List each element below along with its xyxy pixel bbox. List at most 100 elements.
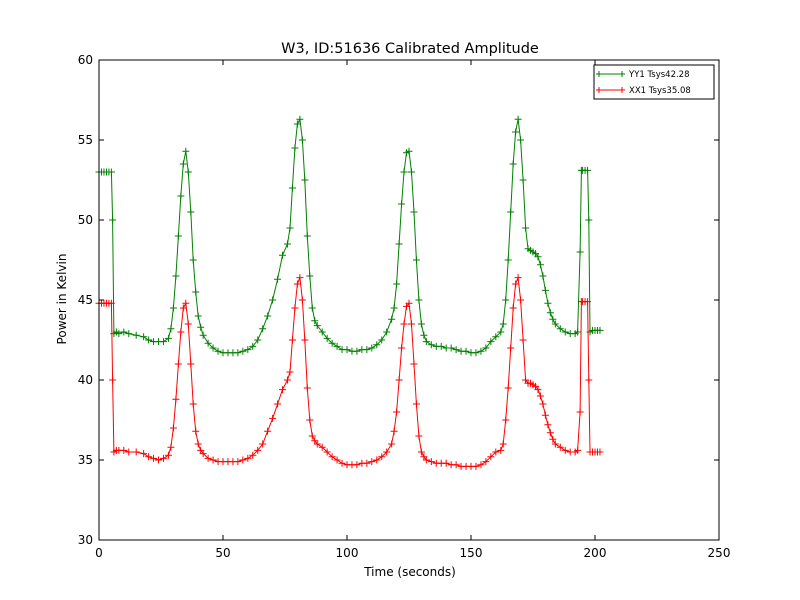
data-point-marker	[541, 411, 549, 419]
data-point-marker	[214, 347, 222, 355]
data-point-marker	[254, 446, 262, 454]
data-point-marker	[150, 454, 158, 462]
data-point-marker	[318, 443, 326, 451]
data-point-marker	[383, 328, 391, 336]
data-point-marker	[378, 336, 386, 344]
data-point-marker	[398, 200, 406, 208]
data-point-marker	[298, 136, 306, 144]
data-point-marker	[184, 168, 192, 176]
data-point-marker	[442, 459, 450, 467]
data-point-marker	[189, 256, 197, 264]
data-point-marker	[264, 427, 272, 435]
data-point-marker	[477, 347, 485, 355]
data-point-marker	[169, 424, 177, 432]
series-line	[99, 277, 600, 467]
data-point-marker	[388, 440, 396, 448]
data-point-marker	[283, 240, 291, 248]
data-point-marker	[179, 304, 187, 312]
data-point-marker	[145, 336, 153, 344]
data-point-marker	[487, 338, 495, 346]
data-point-marker	[393, 280, 401, 288]
data-point-marker	[172, 395, 180, 403]
data-point-marker	[145, 453, 153, 461]
data-point-marker	[172, 272, 180, 280]
data-point-marker	[296, 115, 304, 123]
data-point-marker	[182, 147, 190, 155]
data-point-marker	[596, 326, 604, 334]
data-point-marker	[407, 168, 415, 176]
data-point-marker	[415, 432, 423, 440]
data-point-marker	[192, 288, 200, 296]
data-point-marker	[125, 448, 133, 456]
data-point-marker	[417, 320, 425, 328]
data-point-marker	[447, 344, 455, 352]
data-point-marker	[107, 299, 115, 307]
x-tick-label: 100	[336, 546, 359, 560]
data-point-marker	[308, 304, 316, 312]
data-point-marker	[390, 304, 398, 312]
data-point-marker	[551, 320, 559, 328]
data-point-marker	[427, 341, 435, 349]
data-point-marker	[274, 275, 282, 283]
data-point-marker	[507, 208, 515, 216]
data-point-marker	[585, 376, 593, 384]
data-point-marker	[427, 458, 435, 466]
data-point-marker	[174, 232, 182, 240]
data-point-marker	[323, 448, 331, 456]
legend-label: XX1 Tsys35.08	[629, 86, 691, 96]
data-point-marker	[395, 376, 403, 384]
data-point-marker	[368, 458, 376, 466]
data-point-marker	[576, 248, 584, 256]
data-point-marker	[407, 320, 415, 328]
data-point-marker	[249, 451, 257, 459]
data-point-marker	[584, 298, 592, 306]
data-point-marker	[363, 346, 371, 354]
data-point-marker	[197, 323, 205, 331]
data-point-marker	[522, 224, 530, 232]
data-point-marker	[556, 325, 564, 333]
data-point-marker	[298, 296, 306, 304]
data-point-marker	[311, 317, 319, 325]
x-tick-label: 250	[708, 546, 731, 560]
data-point-marker	[306, 416, 314, 424]
data-point-marker	[398, 344, 406, 352]
data-point-marker	[194, 312, 202, 320]
data-point-marker	[264, 312, 272, 320]
data-point-marker	[574, 446, 582, 454]
data-point-marker	[576, 408, 584, 416]
data-point-marker	[308, 432, 316, 440]
x-tick-label: 0	[95, 546, 103, 560]
legend-box	[593, 64, 715, 100]
data-point-marker	[234, 458, 242, 466]
data-point-marker	[328, 339, 336, 347]
data-point-marker	[107, 168, 115, 176]
data-point-marker	[187, 208, 195, 216]
data-point-marker	[313, 440, 321, 448]
data-point-marker	[544, 299, 552, 307]
data-point-marker	[182, 299, 190, 307]
data-point-marker	[177, 192, 185, 200]
data-point-marker	[313, 322, 321, 330]
data-point-marker	[204, 339, 212, 347]
data-point-marker	[301, 336, 309, 344]
data-point-marker	[395, 240, 403, 248]
x-tick-label: 200	[584, 546, 607, 560]
data-point-marker	[293, 280, 301, 288]
data-point-marker	[546, 309, 554, 317]
data-point-marker	[109, 376, 117, 384]
data-point-marker	[209, 344, 217, 352]
data-point-marker	[164, 451, 172, 459]
data-point-marker	[140, 333, 148, 341]
legend-marker	[596, 87, 602, 93]
y-axis-label: Power in Kelvin	[55, 254, 69, 345]
data-point-marker	[378, 453, 386, 461]
series-line	[99, 117, 600, 354]
data-point-marker	[291, 304, 299, 312]
data-point-marker	[400, 320, 408, 328]
data-point-marker	[514, 274, 522, 282]
data-point-marker	[390, 427, 398, 435]
data-point-marker	[177, 328, 185, 336]
legend-label: YY1 Tsys42.28	[628, 70, 690, 80]
data-point-marker	[234, 349, 242, 357]
data-point-marker	[306, 272, 314, 280]
